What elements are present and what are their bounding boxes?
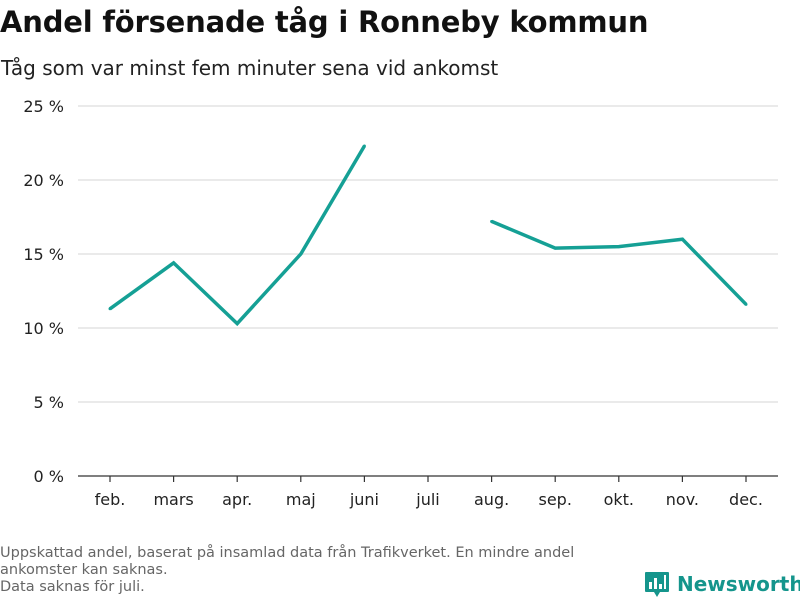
- x-tick-label: aug.: [474, 490, 509, 509]
- x-tick-label: juli: [415, 490, 439, 509]
- series-line: [108, 145, 366, 327]
- chart-title: Andel försenade tåg i Ronneby kommun: [0, 5, 649, 39]
- line-chart: 0 % 5 % 10 % 15 % 20 % 25 % feb. mars apr. maj jun…: [23, 97, 778, 509]
- data-point: [617, 245, 621, 249]
- data-point: [553, 246, 557, 250]
- x-tick-label: dec.: [729, 490, 763, 509]
- data-point: [299, 252, 303, 256]
- data-point: [362, 144, 366, 148]
- y-tick-label: 10 %: [23, 319, 64, 338]
- data-point: [172, 261, 176, 265]
- footnote: Uppskattad andel, baserat på insamlad da…: [0, 545, 630, 596]
- bar-chart-logo-icon: [645, 572, 669, 597]
- data-point: [744, 302, 748, 306]
- data-point: [680, 237, 684, 241]
- x-tick-label: maj: [286, 490, 316, 509]
- x-tick-label: sep.: [538, 490, 571, 509]
- y-tick-label: 25 %: [23, 97, 64, 116]
- x-tick-label: apr.: [222, 490, 252, 509]
- x-tick-label: juni: [349, 490, 379, 509]
- y-tick-label: 15 %: [23, 245, 64, 264]
- y-tick-label: 0 %: [34, 467, 64, 486]
- chart-subtitle: Tåg som var minst fem minuter sena vid a…: [1, 56, 499, 80]
- y-tick-label: 5 %: [34, 393, 64, 412]
- data-point: [490, 219, 494, 223]
- footnote-line-3: Data saknas för juli.: [0, 579, 145, 595]
- x-tick-label: nov.: [666, 490, 699, 509]
- data-point: [235, 322, 239, 326]
- y-tick-label: 20 %: [23, 171, 64, 190]
- brand-name: Newsworthy: [677, 572, 800, 596]
- x-tick-label: feb.: [95, 490, 126, 509]
- data-point: [108, 307, 112, 311]
- footnote-line-2: ankomster kan saknas.: [0, 562, 168, 578]
- newsworthy-logo: Newsworthy: [644, 570, 800, 598]
- series-line: [490, 219, 748, 306]
- footnote-line-1: Uppskattad andel, baserat på insamlad da…: [0, 545, 575, 561]
- x-tick-label: okt.: [604, 490, 634, 509]
- x-tick-label: mars: [153, 490, 193, 509]
